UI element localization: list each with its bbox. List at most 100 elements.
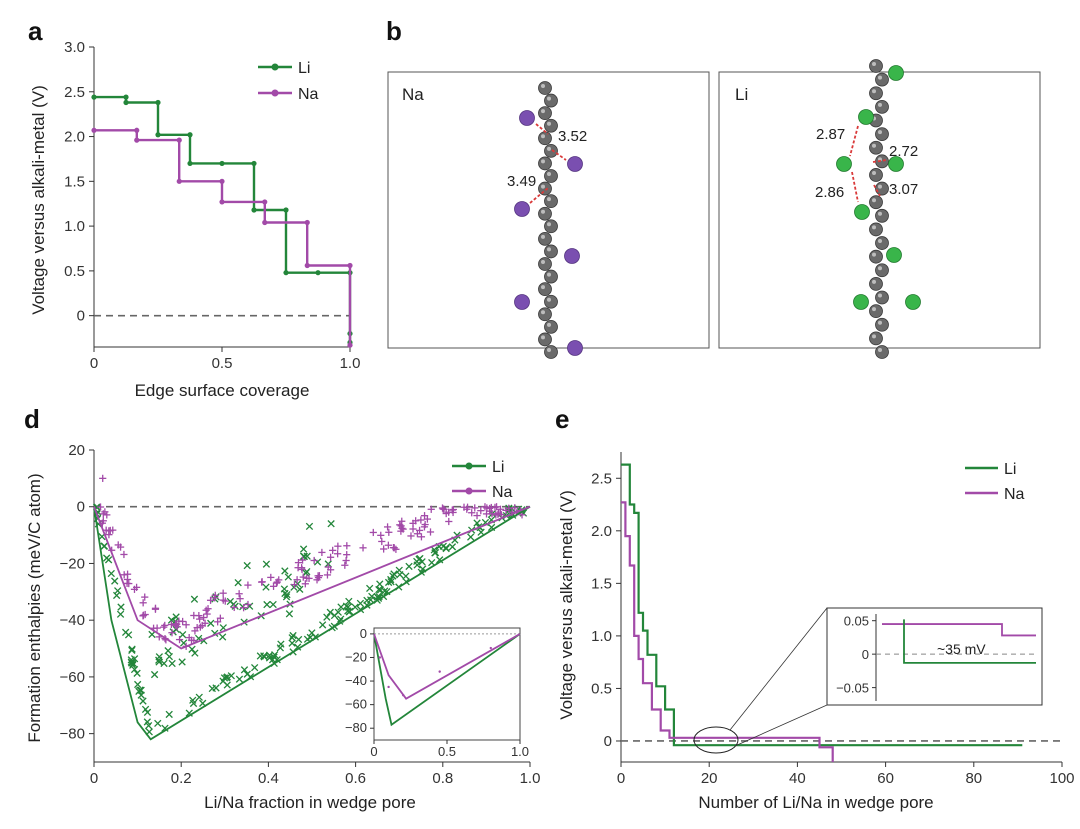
panel-d-li-point [448,543,457,551]
panel-d-li-point [431,549,439,557]
li-carbon-atom [869,59,883,73]
li-distance-arrow-4 [873,184,881,197]
panel-d-li-point [179,639,188,647]
panel-letter-e: e [555,404,569,434]
panel-a-na-point [134,137,140,143]
panel-d-li-point [305,522,314,531]
na-ion [514,201,530,217]
inset-d-ytick-label: −80 [345,720,367,735]
li-carbon-atom [875,72,889,87]
na-distance-arrow-3 [529,187,549,204]
panel-d-li-hull-line [93,505,531,741]
panel-d-ytick-label: 20 [68,442,85,459]
panel-a-li-point [251,160,257,167]
panel-d-ytick-label: −80 [60,726,85,743]
inset-d-ytick-label: 0 [360,626,367,641]
panel-e-ytick-label: 1.0 [591,628,612,645]
panel-d-li-point [439,542,447,550]
na-distance-arrow-1 [535,123,549,135]
panel-a-na-point [262,199,268,205]
panel-d-li-point [139,697,147,705]
panel-d-li-point [390,570,398,578]
li-distance-4: 3.07 [889,181,918,198]
panel-d-li-point [265,654,274,662]
na-carbon-atom [544,345,558,359]
na-carbon-atom [544,194,558,209]
panel-a-xtick-label: 0.5 [212,355,233,372]
panel-d-li-point [428,558,436,567]
legend-li-label-a: Li [298,60,310,77]
panel-d-li-point [133,669,141,677]
panel-a-ytick-label: 0 [77,308,85,325]
panel-a-li-point [219,160,225,167]
panel-d-ytick-label: −20 [60,555,85,572]
li-carbon-atom [869,140,883,155]
na-atom-highlight [541,209,545,214]
legend-na-label-e: Na [1004,486,1025,503]
panel-d-li-point [167,616,176,624]
panel-d-li-point [395,566,403,574]
panel-d-li-point [195,693,203,701]
na-atom-highlight [541,260,545,264]
panel-d-li-point [130,665,139,674]
panel-d-points [92,474,530,736]
panel-d-li-point [289,631,297,640]
panel-d-li-point [154,719,162,728]
panel-d-li-point [117,603,125,611]
panel-a-li-line [94,95,352,343]
na-carbon-atom [538,307,552,322]
li-atom-highlight [872,89,876,94]
panel-a-na-point [91,127,97,133]
panel-d-li-point [334,608,342,616]
li-carbon-atom [875,154,889,169]
inset-d-na-line [373,633,521,700]
panel-d-li-point [326,608,334,617]
panel-a-na-point [347,262,353,269]
panel-d-li-point [313,558,322,566]
panel-e: e 0 20 40 60 80 100 0 0.5 1.0 1.5 2.0 2.5 Number of… [555,404,1075,812]
li-carbon-atom [875,127,889,141]
panel-a-li-point [123,99,129,106]
panel-d-li-point [327,520,335,528]
panel-e-legend: Li Na [965,461,1025,503]
inset-d-xtick-label: 0.5 [438,744,456,759]
panel-d-li-point [143,718,152,726]
panel-d-li-point [127,656,135,664]
na-atom-highlight [547,272,551,277]
li-atom-highlight [872,143,876,148]
panel-d-li-point [436,556,444,564]
panel-d-axes [93,450,530,763]
panel-e-ytick-label: 2.5 [591,470,612,487]
inset-d-xtick-label: 1.0 [511,744,529,759]
panel-d-li-point [415,555,423,563]
legend-li-marker-d [465,462,473,470]
panel-d-li-point [271,651,279,659]
panel-d-xtick-label: 0.4 [258,770,279,787]
na-carbon-atom [544,93,558,108]
panel-d-legend: Li Na [452,459,513,501]
panel-d-li-point [128,646,136,655]
li-carbon-atom [875,290,889,305]
panel-d-li-point [212,684,220,692]
panel-d-li-point [368,592,376,601]
li-distance-2: 2.72 [889,143,918,160]
na-atom-highlight [541,184,545,189]
panel-d-li-point [199,699,207,707]
panel-e-xtick-label: 20 [701,770,718,787]
panel-d-li-point [473,519,481,527]
li-structure [836,59,921,359]
na-ion [514,294,530,310]
panel-a-na-point [304,219,310,226]
li-carbon-atom [875,99,889,114]
panel-d-li-point [114,587,122,595]
panel-d-li-point [165,652,174,661]
zoom-ellipse [693,726,739,754]
li-ion [853,294,869,310]
panel-d-li-point [128,645,136,653]
inset-d-na-point [402,694,405,697]
li-carbon-atom [869,304,883,319]
panel-a-na-point [304,262,310,269]
panel-d-ylabel: Formation enthalpies (meV/C atom) [25,473,44,742]
panel-a-li-point [251,207,257,213]
panel-d-hulls [93,505,531,741]
